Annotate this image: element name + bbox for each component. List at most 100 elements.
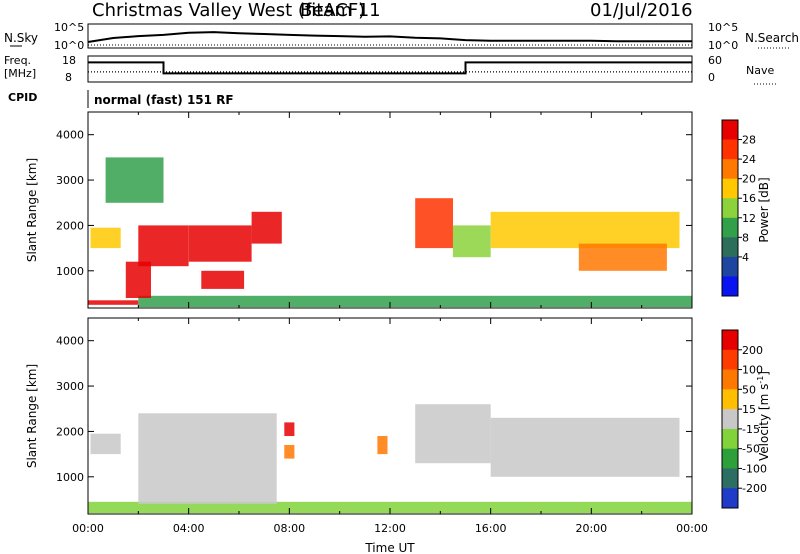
power-colorbar-swatch-1: [722, 139, 738, 160]
vel-colorbar-tick-label-0: 200: [742, 344, 763, 357]
vel-colorbar-tick-label-1: 100: [742, 364, 763, 377]
site-title: Christmas Valley West (fitACF): [92, 0, 365, 21]
vel-colorbar-tick-label-6: -100: [742, 462, 767, 475]
vel-cells-region-5: [284, 445, 295, 459]
vel-colorbar-tick-label-7: -200: [742, 482, 767, 495]
x-axis-label: Time UT: [364, 541, 415, 554]
power-cells-region-1: [138, 295, 693, 308]
vel-colorbar-tick-label-2: 50: [742, 383, 756, 396]
power-heatmap: [88, 157, 693, 308]
power-cells-region-0: [88, 300, 139, 305]
power-panel-frame: [87, 111, 693, 309]
power-colorbar-swatch-2: [722, 159, 738, 179]
velocity-colorbar-label: Velocity [m s-1]: [756, 371, 771, 461]
power-colorbar-swatch-5: [722, 217, 738, 238]
power-colorbar-swatch-8: [722, 276, 738, 297]
nsky-tick-top: 10^5: [54, 21, 84, 34]
power-colorbar-swatch-7: [722, 256, 738, 277]
power-axes-ytick-label-1: 3000: [56, 174, 84, 187]
power-colorbar-tick-label-4: 12: [742, 212, 756, 225]
power-colorbar-frame: [721, 119, 739, 297]
cpid-label: CPID: [8, 91, 37, 104]
x-tick-label-4: 16:00: [475, 522, 507, 535]
nave-tick-top: 60: [708, 54, 722, 67]
vel-axes-ytick-label-3: 1000: [56, 471, 84, 484]
velocity-ylabel: Slant Range [km]: [25, 364, 39, 468]
power-colorbar-tick-label-2: 20: [742, 173, 756, 186]
x-tick-label-6: 00:00: [676, 522, 708, 535]
vel-cells-region-3: [415, 404, 491, 464]
x-tick-label-0: 00:00: [72, 522, 104, 535]
power-colorbar-label: Power [dB]: [757, 177, 771, 242]
vel-colorbar-swatch-0: [722, 330, 738, 351]
nsearch-tick-bottom: 10^0: [708, 39, 738, 52]
vel-cells-region-0: [88, 501, 692, 514]
freq-tick-top: 18: [62, 54, 76, 67]
vel-colorbar-swatch-6: [722, 448, 738, 469]
vel-cells-region-2: [90, 433, 121, 455]
nsky-series-line: [87, 31, 692, 43]
vel-cells-region-1: [138, 413, 277, 504]
nsky-label: N.Sky: [4, 31, 38, 45]
power-colorbar-swatch-3: [722, 178, 738, 199]
vel-cells-region-6: [284, 422, 295, 436]
velocity-colorbar: 200 100 50 15 -15 -50 -100 -200: [721, 329, 767, 509]
vel-colorbar-swatch-4: [722, 409, 738, 430]
velocity-heatmap: [88, 404, 692, 514]
nsky-tick-bottom: 10^0: [54, 39, 84, 52]
power-cells-region-10: [452, 225, 491, 258]
power-colorbar-tick-label-1: 24: [742, 153, 756, 166]
cpid-text: normal (fast) 151 RF: [94, 93, 234, 107]
power-cells-region-4: [188, 225, 252, 262]
beam-label: Beam 11: [300, 0, 381, 21]
vel-colorbar-swatch-3: [722, 389, 738, 410]
x-tick-label-5: 20:00: [575, 522, 607, 535]
freq-series-line: [88, 61, 692, 75]
vel-colorbar-swatch-8: [722, 488, 738, 509]
power-cells-region-11: [490, 211, 680, 249]
vel-colorbar-tick-label-5: -50: [742, 443, 760, 456]
vel-colorbar-swatch-7: [722, 468, 738, 489]
freq-label: Freq.: [4, 54, 31, 67]
vel-colorbar-swatch-5: [722, 428, 738, 449]
power-colorbar-tick-label-5: 8: [742, 231, 749, 244]
power-cells-region-7: [90, 227, 121, 249]
vel-axes-ytick-label-2: 2000: [56, 425, 84, 438]
power-colorbar-tick-label-0: 28: [742, 134, 756, 147]
vel-colorbar-tick-label-3: 15: [742, 403, 756, 416]
nave-tick-bottom: 0: [708, 71, 715, 84]
power-axes: 4000 3000 2000 1000: [56, 112, 693, 308]
vel-colorbar-tick-label-4: -15: [742, 423, 760, 436]
x-tick-label-1: 04:00: [173, 522, 205, 535]
power-ylabel: Slant Range [km]: [25, 158, 39, 262]
power-cells-region-5: [201, 270, 245, 289]
power-cells-region-9: [415, 198, 453, 249]
power-colorbar-tick-label-3: 16: [742, 192, 756, 205]
date-label: 01/Jul/2016: [590, 0, 693, 21]
velocity-axes: 4000 3000 2000 1000 00:00 04:00 08:00 12:00 16:0…: [56, 318, 708, 535]
vel-axes-ytick-label-1: 3000: [56, 380, 84, 393]
vel-cells-region-7: [377, 436, 388, 455]
freq-panel: [87, 55, 693, 83]
power-cells-region-6: [251, 211, 282, 244]
power-colorbar: 28 24 20 16 12 8 4: [721, 119, 756, 297]
power-colorbar-tick-label-6: 4: [742, 251, 749, 264]
power-colorbar-swatch-0: [722, 120, 738, 140]
power-axes-ytick-label-3: 1000: [56, 265, 84, 278]
power-cells-region-3: [138, 225, 189, 267]
vel-colorbar-swatch-1: [722, 349, 738, 370]
nsky-panel: [87, 23, 693, 49]
power-cells-region-12: [578, 243, 667, 271]
nsearch-tick-top: 10^5: [708, 21, 738, 34]
vel-axes-ytick-label-0: 4000: [56, 335, 84, 348]
nave-label: Nave: [746, 64, 774, 77]
vel-colorbar-swatch-2: [722, 369, 738, 390]
vel-colorbar-frame: [721, 329, 739, 509]
power-colorbar-swatch-4: [722, 198, 738, 219]
power-axes-ytick-label-2: 2000: [56, 219, 84, 232]
vel-cells-region-4: [490, 417, 680, 477]
x-tick-label-3: 12:00: [374, 522, 406, 535]
x-tick-label-2: 08:00: [273, 522, 305, 535]
power-cells-region-8: [105, 157, 164, 203]
